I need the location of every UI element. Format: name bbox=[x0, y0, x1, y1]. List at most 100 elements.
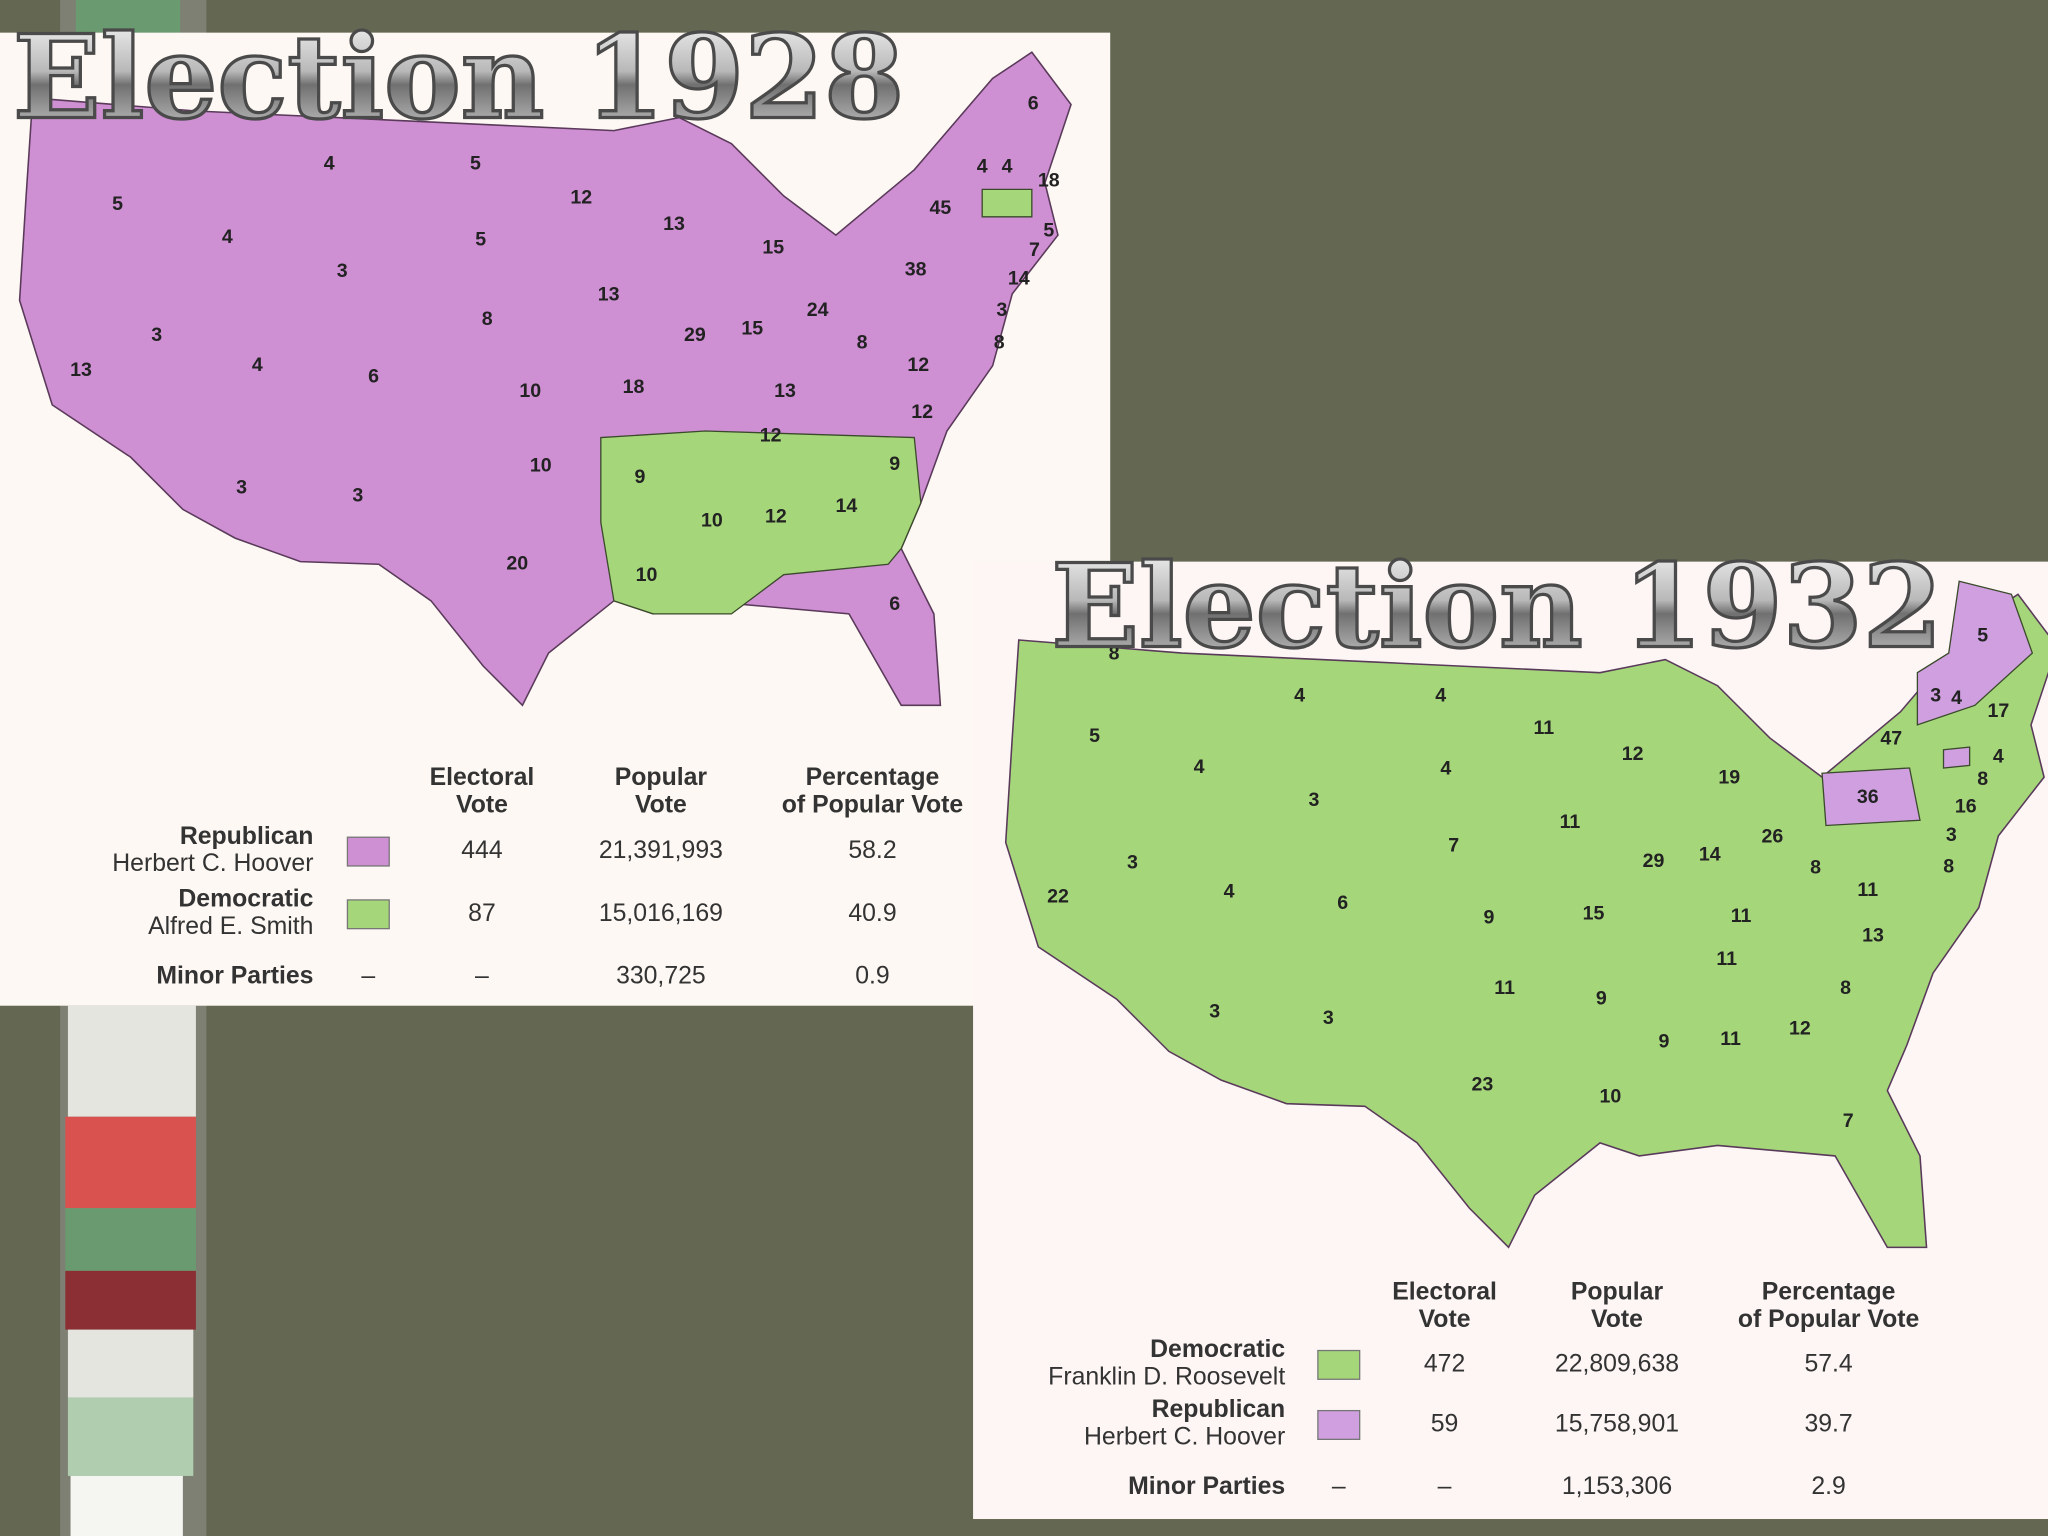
state-electoral-votes: 12 bbox=[1622, 743, 1644, 765]
state-electoral-votes: 24 bbox=[807, 299, 829, 321]
table-header: of Popular Vote bbox=[1738, 1306, 1919, 1333]
table-header: Electoral bbox=[1392, 1279, 1497, 1306]
stripe bbox=[67, 1329, 194, 1398]
state-electoral-votes: 10 bbox=[636, 564, 658, 586]
state-region bbox=[600, 430, 922, 615]
state-electoral-votes: 18 bbox=[623, 376, 645, 398]
state-electoral-votes: 9 bbox=[889, 453, 900, 475]
state-electoral-votes: 8 bbox=[482, 308, 493, 330]
state-electoral-votes: 12 bbox=[760, 424, 782, 446]
state-electoral-votes: 5 bbox=[1043, 219, 1054, 241]
table-cell: 444 bbox=[461, 837, 503, 864]
state-electoral-votes: 3 bbox=[352, 484, 363, 506]
state-electoral-votes: 11 bbox=[1857, 879, 1878, 901]
state-electoral-votes: 20 bbox=[506, 552, 528, 574]
state-electoral-votes: 9 bbox=[635, 466, 646, 488]
state-electoral-votes: 3 bbox=[1309, 789, 1320, 811]
state-electoral-votes: 4 bbox=[1435, 684, 1446, 706]
state-electoral-votes: 13 bbox=[774, 380, 796, 402]
state-electoral-votes: 3 bbox=[151, 324, 162, 346]
state-electoral-votes: 10 bbox=[1600, 1085, 1622, 1107]
table-header: Vote bbox=[635, 791, 687, 818]
state-electoral-votes: 4 bbox=[1002, 155, 1013, 177]
state-electoral-votes: 12 bbox=[765, 505, 787, 527]
legend-swatch bbox=[1317, 1349, 1361, 1380]
state-electoral-votes: 7 bbox=[1843, 1110, 1854, 1132]
state-electoral-votes: 13 bbox=[1862, 925, 1884, 947]
state-electoral-votes: 13 bbox=[70, 359, 92, 381]
state-electoral-votes: 45 bbox=[930, 197, 952, 219]
state-electoral-votes: 6 bbox=[1337, 892, 1348, 914]
state-electoral-votes: 11 bbox=[1720, 1028, 1741, 1050]
table-header: Popular bbox=[615, 764, 708, 791]
state-electoral-votes: 15 bbox=[1583, 902, 1605, 924]
table-cell: 58.2 bbox=[848, 837, 896, 864]
state-electoral-votes: 19 bbox=[1718, 767, 1740, 789]
state-electoral-votes: 16 bbox=[1955, 795, 1977, 817]
state-electoral-votes: 9 bbox=[1484, 906, 1495, 928]
state-electoral-votes: 14 bbox=[835, 495, 857, 517]
state-electoral-votes: 6 bbox=[368, 366, 379, 388]
stripe bbox=[75, 0, 181, 33]
state-electoral-votes: 36 bbox=[1857, 786, 1879, 808]
table-cell: 472 bbox=[1424, 1350, 1465, 1377]
state-electoral-votes: 10 bbox=[530, 454, 552, 476]
state-electoral-votes: 5 bbox=[112, 193, 123, 215]
state-electoral-votes: 4 bbox=[252, 354, 263, 376]
state-electoral-votes: 11 bbox=[1560, 811, 1581, 833]
state-electoral-votes: 9 bbox=[1659, 1030, 1670, 1052]
state-region bbox=[1916, 580, 2034, 726]
legend-swatch bbox=[346, 836, 390, 867]
state-electoral-votes: 13 bbox=[663, 213, 685, 235]
state-electoral-votes: 3 bbox=[1209, 1000, 1220, 1022]
state-region bbox=[1942, 746, 1971, 769]
state-electoral-votes: 26 bbox=[1762, 825, 1784, 847]
table-cell: 330,725 bbox=[616, 963, 706, 990]
table-cell: 22,809,638 bbox=[1555, 1350, 1679, 1377]
state-electoral-votes: 9 bbox=[1596, 987, 1607, 1009]
stripe bbox=[65, 1116, 196, 1209]
state-electoral-votes: 8 bbox=[1840, 977, 1851, 999]
state-electoral-votes: 3 bbox=[1946, 824, 1957, 846]
state-electoral-votes: 13 bbox=[598, 283, 620, 305]
state-electoral-votes: 8 bbox=[1977, 768, 1988, 790]
candidate-name: Alfred E. Smith bbox=[148, 913, 313, 940]
state-electoral-votes: 3 bbox=[1930, 684, 1941, 706]
table-header: Popular bbox=[1571, 1279, 1664, 1306]
state-electoral-votes: 15 bbox=[762, 236, 784, 258]
party-name: Democratic bbox=[178, 885, 313, 912]
state-electoral-votes: 38 bbox=[905, 259, 927, 281]
state-electoral-votes: 8 bbox=[1810, 857, 1821, 879]
state-electoral-votes: 29 bbox=[684, 324, 706, 346]
state-electoral-votes: 8 bbox=[857, 332, 868, 354]
table-cell: – bbox=[1438, 1473, 1452, 1500]
table-cell: 57.4 bbox=[1804, 1350, 1852, 1377]
state-electoral-votes: 4 bbox=[1224, 880, 1235, 902]
state-electoral-votes: 11 bbox=[1494, 977, 1515, 999]
state-electoral-votes: 11 bbox=[1716, 948, 1737, 970]
state-electoral-votes: 4 bbox=[324, 153, 335, 175]
table-cell: – bbox=[475, 963, 489, 990]
state-electoral-votes: 6 bbox=[889, 593, 900, 615]
state-electoral-votes: 15 bbox=[741, 317, 763, 339]
state-electoral-votes: 12 bbox=[1789, 1017, 1811, 1039]
table-cell: 0.9 bbox=[855, 963, 889, 990]
table-cell: 15,758,901 bbox=[1555, 1411, 1679, 1438]
state-electoral-votes: 11 bbox=[1533, 717, 1554, 739]
state-region bbox=[981, 188, 1033, 218]
party-name: Republican bbox=[180, 823, 314, 850]
table-cell: 21,391,993 bbox=[599, 837, 723, 864]
state-electoral-votes: 3 bbox=[996, 299, 1007, 321]
table-cell: 59 bbox=[1431, 1411, 1459, 1438]
state-electoral-votes: 18 bbox=[1038, 170, 1060, 192]
state-electoral-votes: 14 bbox=[1699, 844, 1721, 866]
state-electoral-votes: 3 bbox=[236, 477, 247, 499]
party-name: Minor Parties bbox=[1128, 1473, 1285, 1500]
state-electoral-votes: 3 bbox=[337, 260, 348, 282]
state-electoral-votes: 4 bbox=[222, 226, 233, 248]
state-electoral-votes: 29 bbox=[1643, 850, 1665, 872]
state-electoral-votes: 4 bbox=[1993, 746, 2004, 768]
